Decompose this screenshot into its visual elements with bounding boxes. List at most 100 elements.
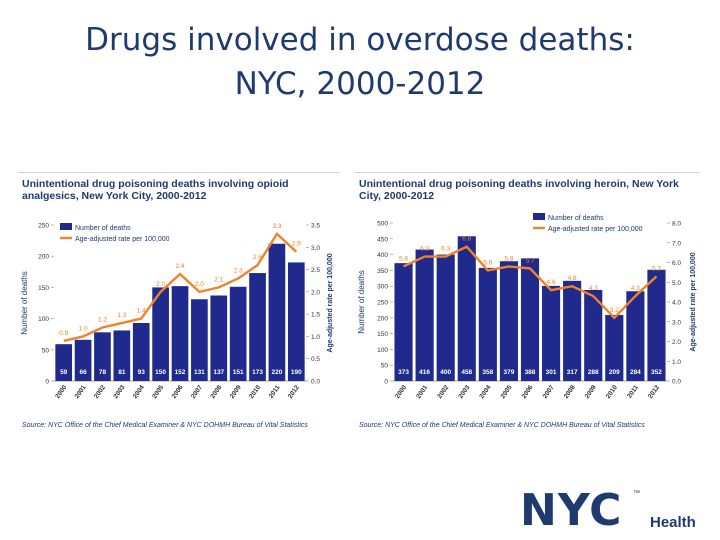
bar-value-label: 151 (233, 369, 244, 376)
y2-tick-label: 1.0 (672, 359, 681, 366)
bar-value-label: 81 (118, 369, 126, 376)
y-tick-label: 50 (381, 363, 389, 370)
y-tick-label: 300 (377, 284, 388, 291)
y-tick-label: 0 (384, 379, 388, 386)
y2-tick-label: 2.0 (311, 289, 320, 296)
bar (249, 273, 266, 381)
opioid-chart-panel: 0 50 100 150 200 250 0.0 0.5 1.0 1.5 2.0 2.5 3.0 3.5 N… (18, 172, 340, 433)
rate-data-label: 2.9 (292, 241, 301, 248)
rate-data-label: 4.6 (547, 279, 556, 286)
x-tick-label: 2002 (93, 384, 107, 400)
y-tick-label: 450 (377, 236, 388, 243)
x-tick-label: 2011 (626, 384, 640, 400)
rate-data-label: 2.4 (175, 263, 184, 270)
bar (605, 314, 624, 381)
bar (55, 344, 73, 381)
rate-data-label: 1.4 (137, 308, 146, 315)
bar-value-label: 59 (60, 369, 68, 376)
x-tick-label: 2001 (415, 384, 429, 400)
bar-value-label: 150 (155, 369, 166, 376)
bar (415, 249, 434, 381)
bar-value-label: 317 (567, 369, 578, 376)
x-tick-label: 2007 (190, 384, 204, 400)
nyc-health-logo: NYC ™ Health (520, 488, 700, 534)
bar (478, 267, 497, 381)
rate-data-label: 5.8 (504, 255, 513, 262)
y2-tick-label: 0.0 (672, 379, 681, 386)
y2-tick-label: 3.0 (672, 319, 681, 326)
y-tick-label: 100 (38, 316, 49, 323)
x-tick-label: 2010 (248, 384, 262, 400)
bar-value-label: 458 (461, 369, 472, 376)
bar (520, 258, 540, 381)
x-tick-label: 2005 (151, 384, 165, 400)
x-tick-label: 2000 (394, 384, 408, 400)
heroin-chart-title: Unintentional drug poisoning deaths invo… (359, 178, 679, 202)
x-tick-label: 2007 (542, 384, 556, 400)
x-tick-label: 2008 (563, 384, 577, 400)
bar-value-label: 301 (546, 369, 557, 376)
rate-data-label: 2.1 (214, 276, 223, 283)
y-axis-title: Number of deaths (357, 270, 366, 334)
rate-data-label: 5.6 (483, 259, 492, 266)
y2-tick-label: 8.0 (672, 221, 681, 228)
opioid-chart: 0 50 100 150 200 250 0.0 0.5 1.0 1.5 2.0 2.5 3.0 3.5 N… (20, 223, 334, 400)
rate-data-label: 3.3 (272, 223, 281, 230)
bar-value-label: 416 (419, 369, 430, 376)
bar (191, 299, 208, 381)
logo-wordmark: NYC (520, 485, 623, 536)
bar (394, 263, 413, 381)
y2-tick-label: 6.0 (672, 260, 681, 267)
legend-label-bars: Number of deaths (548, 215, 604, 222)
bar-value-label: 220 (271, 369, 282, 376)
bar (457, 236, 476, 381)
bar (229, 286, 247, 381)
y-tick-label: 50 (42, 347, 50, 354)
opioid-chart-source: Source: NYC Office of the Chief Medical … (22, 422, 308, 429)
legend-label-bars: Number of deaths (75, 225, 131, 232)
bar-value-label: 93 (138, 369, 146, 376)
x-tick-label: 2005 (500, 384, 514, 400)
legend-swatch-bars (60, 223, 72, 230)
bar (647, 269, 666, 381)
bar-value-label: 373 (398, 369, 409, 376)
bar-value-label: 173 (252, 369, 263, 376)
bar (287, 262, 305, 381)
y2-tick-label: 4.0 (672, 300, 681, 307)
bar (132, 322, 150, 381)
bar-value-label: 209 (609, 369, 620, 376)
y-tick-label: 400 (377, 252, 388, 259)
logo-subtitle: Health (650, 514, 696, 531)
y2-axis-title: Age-adjusted rate per 100,000 (690, 252, 697, 351)
rate-data-label: 1.0 (79, 325, 88, 332)
y-tick-label: 500 (377, 221, 388, 228)
x-tick-label: 2012 (647, 384, 661, 400)
rate-data-label: 5.7 (525, 257, 534, 264)
x-tick-label: 2010 (605, 384, 619, 400)
x-tick-label: 2002 (436, 384, 450, 400)
y2-tick-label: 7.0 (672, 240, 681, 247)
logo-trademark: ™ (633, 490, 640, 497)
rate-data-label: 2.6 (253, 254, 262, 261)
rate-data-label: 3.2 (610, 307, 619, 314)
y2-tick-label: 1.0 (311, 334, 320, 341)
y-tick-label: 0 (45, 379, 49, 386)
y-tick-label: 150 (38, 285, 49, 292)
bar (542, 285, 561, 381)
bar-value-label: 379 (503, 369, 514, 376)
y-tick-label: 200 (38, 254, 49, 261)
bar-value-label: 152 (175, 369, 186, 376)
y2-tick-label: 1.5 (311, 312, 320, 319)
x-tick-label: 2000 (54, 384, 68, 400)
y2-tick-label: 5.0 (672, 280, 681, 287)
rate-data-label: 4.8 (568, 275, 577, 282)
heroin-chart-panel: 0 50 100 150 200 250 300 350 400 450 500 0.0 1.0 2.0 3… (355, 172, 700, 433)
x-tick-label: 2008 (209, 384, 223, 400)
bar-value-label: 78 (99, 369, 107, 376)
rate-data-label: 4.3 (589, 285, 598, 292)
y2-tick-label: 3.5 (311, 223, 320, 230)
y2-tick-label: 3.0 (311, 245, 320, 252)
y-tick-label: 200 (377, 315, 388, 322)
heroin-chart-source: Source: NYC Office of the Chief Medical … (359, 422, 645, 429)
bar-value-label: 288 (588, 369, 599, 376)
